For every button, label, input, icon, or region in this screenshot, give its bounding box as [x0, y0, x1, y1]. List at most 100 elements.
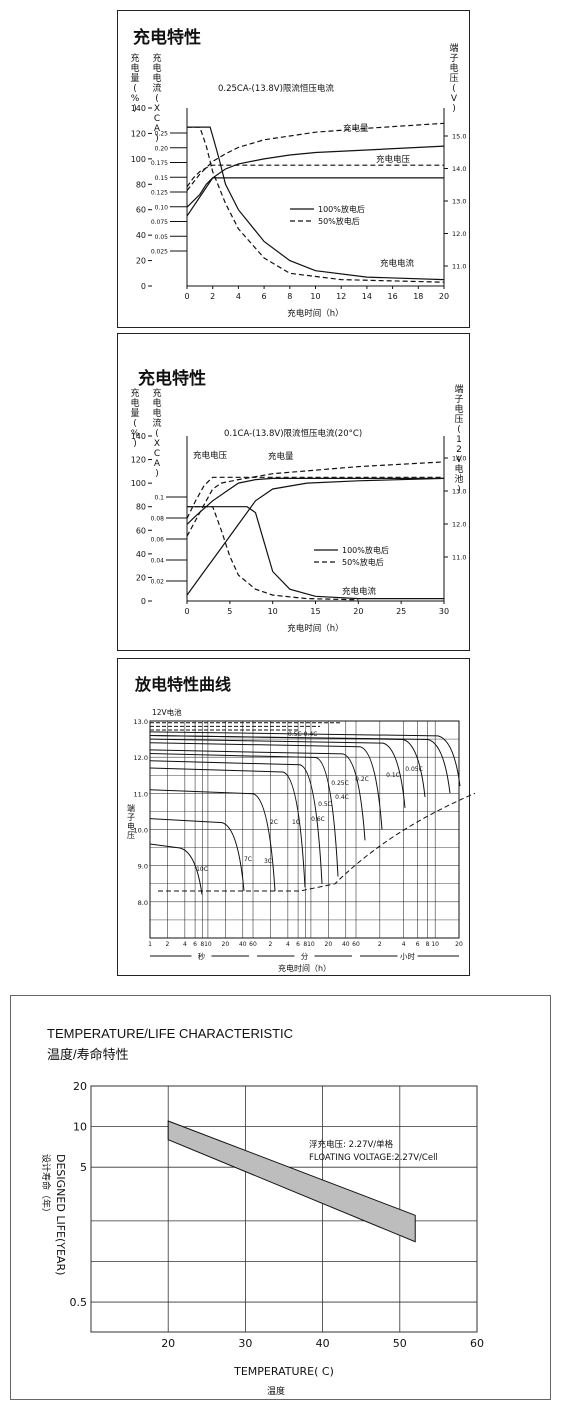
y-axis-label: 子	[127, 813, 135, 822]
x-tick-label: 6	[193, 941, 197, 948]
y-tick-label: 9.0	[138, 863, 148, 871]
curve-label: 0.6C	[311, 816, 325, 823]
y-axis-label: DESIGNED LIFE(YEAR)	[54, 1154, 67, 1275]
panel-2-title: 充电特性	[138, 369, 206, 389]
y-left-inner-label: X	[154, 439, 160, 449]
x-tick-label: 2	[269, 941, 273, 948]
x-tick-label: 60	[249, 941, 257, 948]
curve-label: 0.25C	[331, 780, 349, 787]
x-tick-label: 10	[431, 941, 439, 948]
panel-3-title: 放电特性曲线	[135, 675, 232, 694]
discharge-curve	[149, 753, 339, 877]
x-tick-label: 10	[204, 941, 212, 948]
y-left-inner-tick-label: 0.02	[151, 579, 165, 586]
time-unit-label: 小时	[400, 951, 415, 961]
temperature-life-panel: TEMPERATURE/LIFE CHARACTERISTIC 温度/寿命特性 …	[10, 995, 551, 1400]
charge-characteristic-panel-1: 充电特性 0.25CA-(13.8V)限流恒压电流 0 2 4 6 8 10 12 14 16 18…	[117, 10, 470, 328]
series-line	[187, 126, 445, 281]
y-right-tick-label: 11.0	[452, 554, 466, 562]
y-left-inner-label: 电	[152, 62, 161, 74]
x-tick-label: 14	[362, 292, 372, 301]
charge-chart-2: 0.1CA-(13.8V)限流恒压电流(20°C)0 5 10 15 20 25 30充电时…	[130, 383, 466, 634]
y-left-outer-tick-label: 100	[131, 479, 146, 488]
y-left-inner-tick-label: 0.05	[155, 234, 169, 241]
series-line	[186, 177, 444, 208]
y-right-label: )	[452, 104, 456, 114]
y-axis-label-cn: 设计寿命（年）	[40, 1154, 52, 1217]
chart-subtitle: 0.25CA-(13.8V)限流恒压电流	[218, 83, 334, 94]
y-left-outer-label: )	[133, 439, 137, 449]
x-tick-label: 20	[439, 292, 449, 301]
series-line	[186, 145, 445, 217]
floating-voltage-cn: 浮充电压: 2.27V/单格	[309, 1139, 394, 1150]
series-line	[186, 477, 444, 525]
x-axis-label: 充电时间（h）	[287, 623, 343, 634]
y-left-inner-label: 电	[152, 397, 161, 409]
series-line	[187, 126, 445, 283]
y-tick-label: 13.0	[134, 718, 148, 726]
y-left-inner-label: (	[155, 429, 159, 439]
x-tick-label: 4	[183, 941, 187, 948]
unit-bg	[397, 950, 418, 961]
y-right-label: V	[456, 455, 463, 465]
x-tick-label: 8	[303, 941, 307, 948]
x-tick-label: 5	[227, 607, 232, 616]
y-left-inner-tick-label: 0.06	[151, 537, 165, 544]
series-line	[187, 506, 359, 601]
panel-1-title: 充电特性	[133, 28, 201, 48]
y-axis-label: 端	[127, 803, 135, 813]
x-tick-label: 12	[336, 292, 346, 301]
charge-chart-1: 0.25CA-(13.8V)限流恒压电流 0 2 4 6 8 10 12 14 16 18 20 充电时…	[130, 42, 466, 319]
y-left-inner-label: C	[154, 114, 160, 124]
panel-4-title: TEMPERATURE/LIFE CHARACTERISTIC	[47, 1026, 294, 1041]
x-tick-label: 6	[296, 941, 300, 948]
curve-annotation: 充电电流	[342, 586, 377, 597]
y-tick-label: 8.0	[138, 899, 148, 907]
life-band	[167, 1120, 416, 1243]
curve-label: 1C	[292, 819, 300, 826]
x-tick-label: 8	[200, 941, 204, 948]
y-left-outer-label: 量	[130, 408, 139, 419]
floating-voltage-en: FLOATING VOLTAGE:2.27V/Cell	[309, 1153, 438, 1163]
x-tick-label: 20	[161, 1337, 175, 1350]
series-line	[186, 461, 445, 537]
y-left-inner-label: C	[154, 449, 160, 459]
y-right-label: 压	[449, 73, 458, 84]
y-left-inner-tick-label: 0.125	[151, 190, 168, 197]
y-left-inner-tick-label: 0.175	[151, 160, 168, 167]
y-right-label: 子	[454, 394, 463, 405]
x-tick-label: 8	[426, 941, 430, 948]
discharge-curve	[149, 749, 366, 841]
discharge-curve	[149, 789, 276, 892]
y-left-inner-tick-label: 0.25	[155, 131, 169, 138]
x-tick-label: 10	[310, 292, 320, 301]
chart-subtitle: 0.1CA-(13.8V)限流恒压电流(20°C)	[224, 428, 362, 439]
y-left-inner-label: A	[154, 124, 161, 134]
x-tick-label: 2	[378, 941, 382, 948]
x-tick-label: 16	[388, 292, 398, 301]
y-left-inner-label: (	[155, 94, 159, 104]
discharge-curve	[149, 843, 203, 895]
y-left-inner-tick-label: 0.20	[155, 145, 169, 152]
y-left-outer-tick-label: 60	[136, 206, 146, 215]
y-left-outer-label: %	[131, 429, 140, 439]
curve-label: 10C	[196, 866, 208, 873]
y-left-outer-label: 量	[130, 73, 139, 84]
x-tick-label: 8	[287, 292, 292, 301]
y-left-outer-tick-label: 80	[136, 180, 146, 189]
y-left-inner-tick-label: 0.10	[155, 204, 169, 211]
curve-label: 2C	[270, 819, 278, 826]
x-axis-label: 充电时间（h）	[287, 308, 343, 319]
cutoff-envelope	[158, 792, 476, 892]
x-tick-label: 20	[353, 607, 363, 616]
x-axis-label: TEMPERATURE( C)	[233, 1365, 334, 1378]
y-left-inner-label: )	[155, 134, 159, 144]
y-left-outer-tick-label: 20	[136, 257, 146, 266]
y-left-outer-tick-label: 60	[136, 526, 146, 535]
series-line	[186, 164, 444, 188]
legend-label: 50%放电后	[318, 216, 360, 226]
y-right-label: 电	[454, 463, 463, 475]
discharge-curve	[149, 742, 383, 830]
series-line	[186, 477, 445, 596]
